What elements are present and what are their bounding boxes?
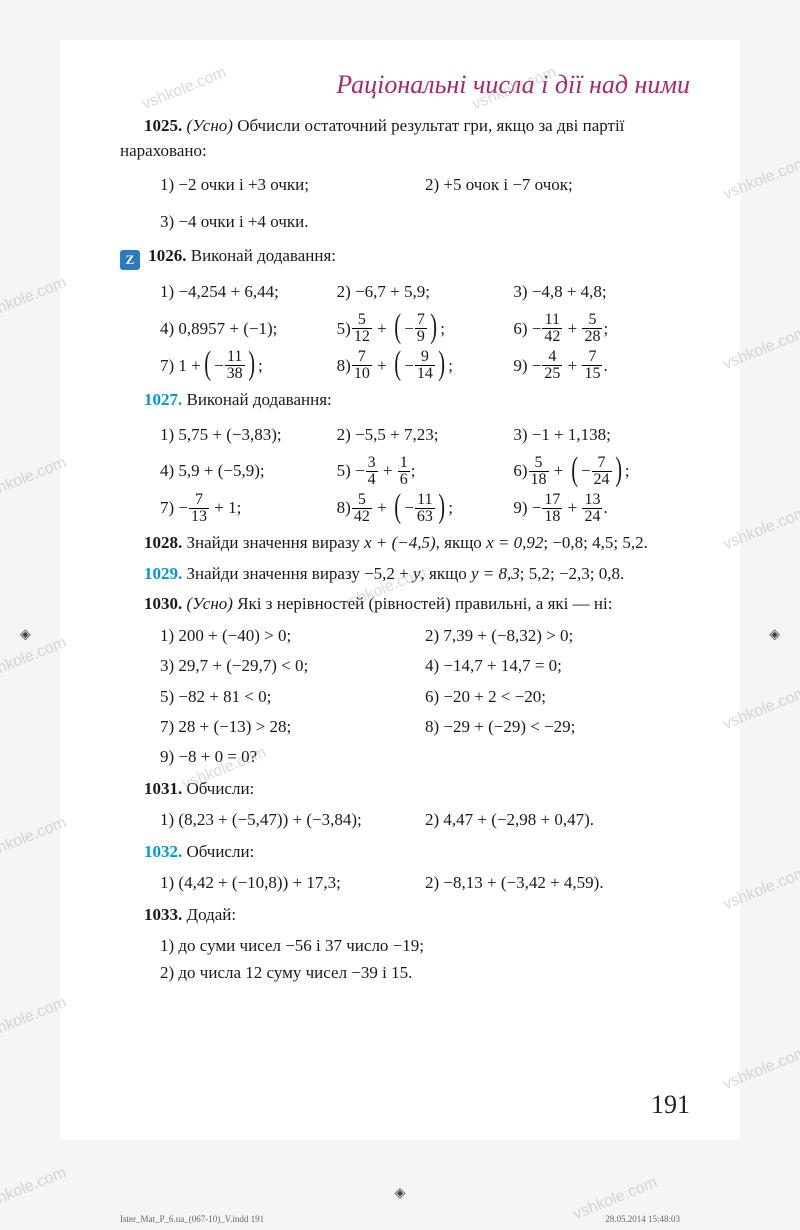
item: 4) −14,7 + 14,7 = 0;	[425, 653, 690, 679]
item: 9) −8 + 0 = 0?	[160, 744, 690, 770]
problem-text: Виконай додавання:	[182, 390, 332, 409]
watermark: vshkole.com	[0, 994, 69, 1044]
watermark: vshkole.com	[0, 634, 69, 684]
problem-text: Виконай додавання:	[187, 246, 337, 265]
item: 1) 5,75 + (−3,83);	[160, 419, 337, 451]
watermark: vshkole.com	[0, 274, 69, 324]
problem-number: 1031.	[144, 779, 182, 798]
problem-1025: 1025. (Усно) Обчисли остаточний результа…	[120, 114, 690, 163]
item: 9) − 425 + 715.	[513, 349, 690, 382]
item: 4) 5,9 + (−5,9);	[160, 455, 337, 487]
problem-1031-items: 1) (8,23 + (−5,47)) + (−3,84);2) 4,47 + …	[160, 807, 690, 833]
problem-1027-items: 1) 5,75 + (−3,83); 2) −5,5 + 7,23; 3) −1…	[160, 419, 690, 525]
chapter-title: Раціональні числа і дії над ними	[120, 70, 690, 100]
item: 1) до суми чисел −56 і 37 число −19;	[160, 933, 690, 959]
problem-1029: 1029. Знайди значення виразу −5,2 + y, я…	[120, 562, 690, 587]
problem-1032-items: 1) (4,42 + (−10,8)) + 17,3;2) −8,13 + (−…	[160, 870, 690, 896]
problem-1033: 1033. Додай:	[120, 903, 690, 928]
item: 2) −6,7 + 5,9;	[337, 276, 514, 308]
item: 2) +5 очок і −7 очок;	[425, 169, 690, 201]
problem-1028: 1028. Знайди значення виразу x + (−4,5),…	[120, 531, 690, 556]
watermark: vshkole.com	[0, 814, 69, 864]
item: 1) −4,254 + 6,44;	[160, 276, 337, 308]
item: 3) −4,8 + 4,8;	[513, 276, 690, 308]
item: 2) −5,5 + 7,23;	[337, 419, 514, 451]
item: 7) − 713 + 1;	[160, 492, 337, 525]
problem-1030: 1030. (Усно) Які з нерівностей (рівносте…	[120, 592, 690, 617]
problem-number: 1025.	[144, 116, 182, 135]
item: 1) (4,42 + (−10,8)) + 17,3;	[160, 870, 425, 896]
item: 5) 512 + (− 79 );	[337, 312, 514, 345]
item: 8) 542 + (− 1163 );	[337, 492, 514, 525]
watermark: vshkole.com	[0, 1164, 69, 1214]
usno-label: (Усно)	[187, 116, 233, 135]
watermark: vshkole.com	[0, 454, 69, 504]
item: 6) 518 + (− 724 );	[513, 455, 690, 488]
footer-file: Ister_Mat_P_6.ua_(067-10)_V.indd 191	[120, 1214, 264, 1224]
item: 7) 28 + (−13) > 28;	[160, 714, 425, 740]
problem-1026-items: 1) −4,254 + 6,44; 2) −6,7 + 5,9; 3) −4,8…	[160, 276, 690, 382]
problem-number: 1027.	[144, 390, 182, 409]
problem-number: 1030.	[144, 594, 182, 613]
footer-date: 28.05.2014 15:48:03	[605, 1214, 680, 1224]
item: 2) до числа 12 суму чисел −39 і 15.	[160, 960, 690, 986]
item: 3) −4 очки і +4 очки.	[160, 206, 690, 238]
item: 2) 7,39 + (−8,32) > 0;	[425, 623, 690, 649]
item: 2) −8,13 + (−3,42 + 4,59).	[425, 870, 690, 896]
problem-1031: 1031. Обчисли:	[120, 777, 690, 802]
item: 7) 1 + (− 1138 );	[160, 349, 337, 382]
item: 1) −2 очки і +3 очки;	[160, 169, 425, 201]
z-icon: Z	[120, 250, 140, 270]
item: 4) 0,8957 + (−1);	[160, 313, 337, 345]
problem-number: 1026.	[148, 246, 186, 265]
problem-number: 1029.	[144, 564, 182, 583]
item: 5) −82 + 81 < 0;	[160, 684, 425, 710]
problem-1025-items: 1) −2 очки і +3 очки; 2) +5 очок і −7 оч…	[160, 169, 690, 238]
problem-1033-items: 1) до суми чисел −56 і 37 число −19; 2) …	[160, 933, 690, 986]
item: 2) 4,47 + (−2,98 + 0,47).	[425, 807, 690, 833]
item: 8) −29 + (−29) < −29;	[425, 714, 690, 740]
page-content: Раціональні числа і дії над ними 1025. (…	[60, 40, 740, 1140]
problem-number: 1028.	[144, 533, 182, 552]
item: 5) − 34 + 16;	[337, 455, 514, 488]
item: 8) 710 + (− 914 );	[337, 349, 514, 382]
item: 3) −1 + 1,138;	[513, 419, 690, 451]
footer-imprint: Ister_Mat_P_6.ua_(067-10)_V.indd 191 28.…	[120, 1214, 680, 1224]
problem-number: 1033.	[144, 905, 182, 924]
problem-1026: Z 1026. Виконай додавання:	[120, 244, 690, 270]
problem-number: 1032.	[144, 842, 182, 861]
problem-1027: 1027. Виконай додавання:	[120, 388, 690, 413]
item: 6) −20 + 2 < −20;	[425, 684, 690, 710]
item: 3) 29,7 + (−29,7) < 0;	[160, 653, 425, 679]
crop-mark-bottom: ◈	[395, 1185, 406, 1202]
problem-1032: 1032. Обчисли:	[120, 840, 690, 865]
item: 1) (8,23 + (−5,47)) + (−3,84);	[160, 807, 425, 833]
item: 9) − 1718 + 1324.	[513, 492, 690, 525]
crop-mark-left: ◈	[20, 627, 31, 644]
problem-1030-items: 1) 200 + (−40) > 0;2) 7,39 + (−8,32) > 0…	[160, 623, 690, 771]
page-number: 191	[651, 1090, 690, 1120]
item: 6) − 1142 + 528;	[513, 312, 690, 345]
item: 1) 200 + (−40) > 0;	[160, 623, 425, 649]
crop-mark-right: ◈	[769, 627, 780, 644]
